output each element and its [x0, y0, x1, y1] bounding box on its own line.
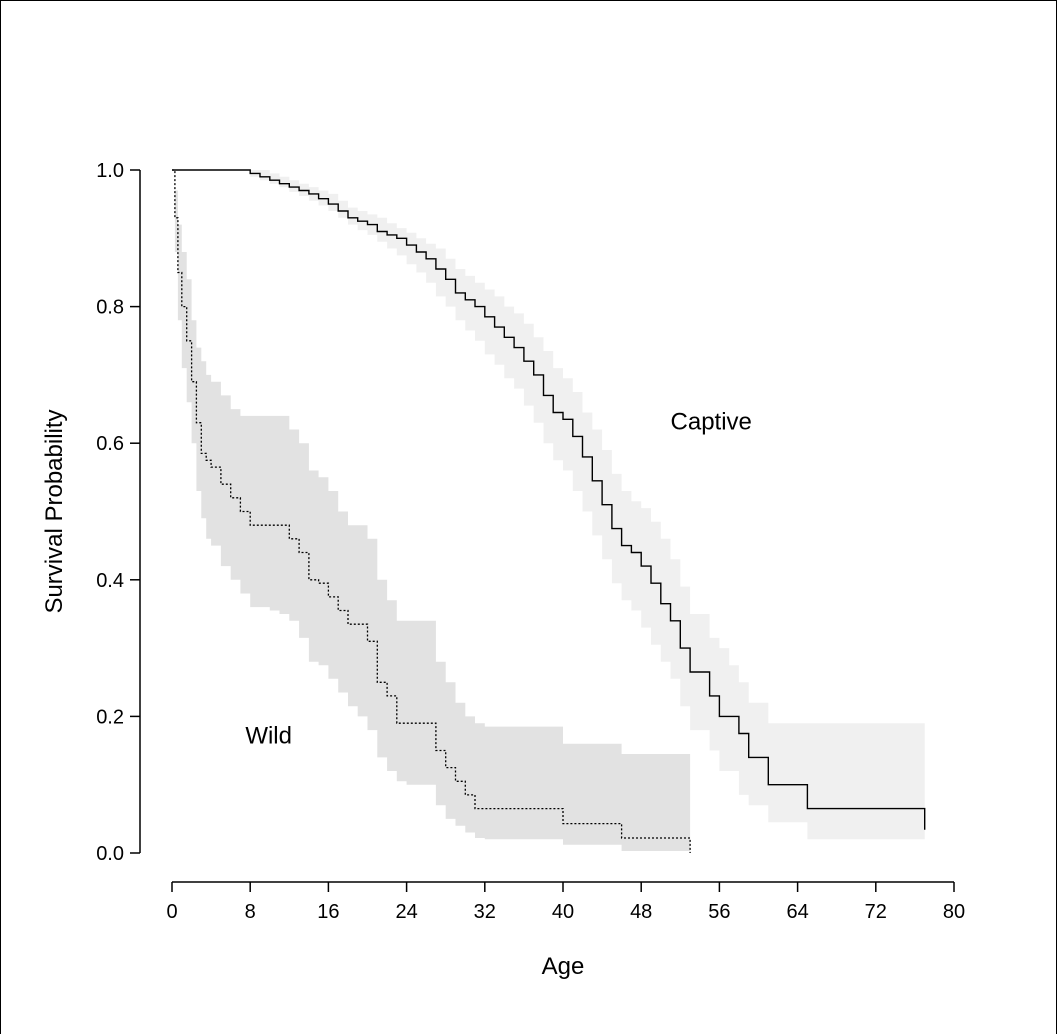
x-tick-label: 72 — [865, 901, 887, 923]
x-tick-label: 40 — [552, 901, 574, 923]
x-axis-title: Age — [542, 953, 585, 980]
annotation-captive: Captive — [671, 409, 752, 436]
y-tick-label: 0.8 — [96, 297, 124, 319]
x-tick-label: 80 — [943, 901, 965, 923]
annotation-wild: Wild — [245, 723, 292, 750]
x-tick-label: 0 — [166, 901, 177, 923]
confidence-band-wild — [172, 170, 691, 853]
survival-curve-captive — [172, 169, 926, 830]
confidence-band-captive — [172, 170, 925, 850]
y-tick-label: 0.2 — [96, 706, 124, 728]
survival-curves — [172, 169, 926, 853]
y-tick-label: 1.0 — [96, 160, 124, 182]
confidence-bands — [172, 170, 925, 853]
x-axis: 0 8 16 24 32 40 48 56 64 72 80 — [166, 881, 965, 923]
y-tick-label: 0.0 — [96, 843, 124, 865]
x-tick-label: 48 — [630, 901, 652, 923]
x-tick-label: 64 — [786, 901, 808, 923]
x-tick-label: 24 — [395, 901, 417, 923]
y-axis-title: Survival Probability — [41, 409, 68, 613]
x-tick-label: 16 — [317, 901, 339, 923]
y-tick-label: 0.6 — [96, 433, 124, 455]
x-tick-label: 8 — [245, 901, 256, 923]
survival-curve-wild — [172, 169, 691, 853]
x-tick-label: 56 — [708, 901, 730, 923]
y-tick-label: 0.4 — [96, 570, 124, 592]
x-tick-label: 32 — [474, 901, 496, 923]
y-axis: 0.0 0.2 0.4 0.6 0.8 1.0 — [96, 160, 141, 865]
